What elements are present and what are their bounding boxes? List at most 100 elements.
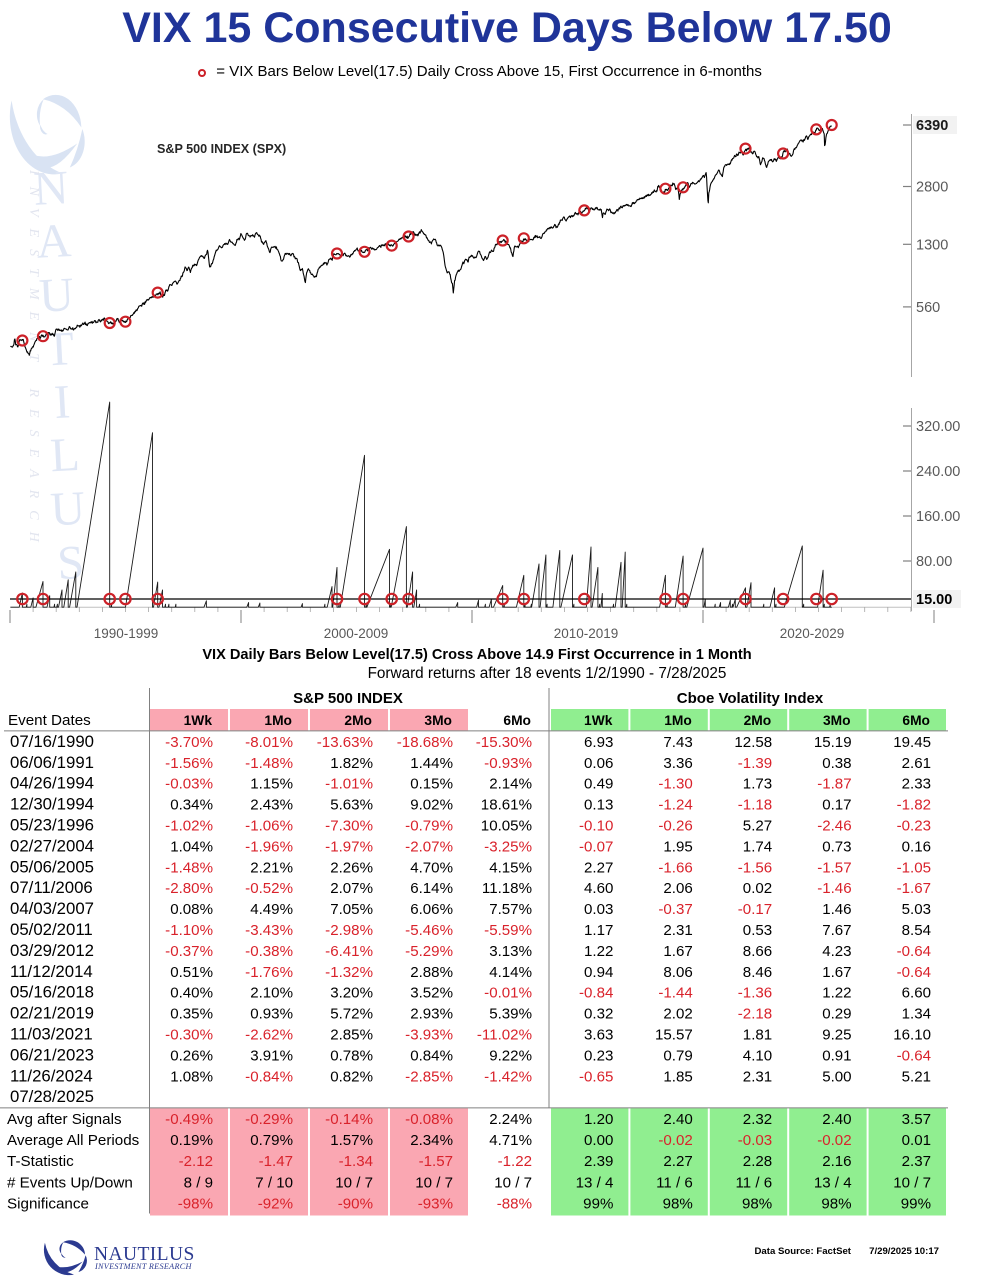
svg-text:-1.10%: -1.10% xyxy=(165,922,213,939)
svg-text:-0.49%: -0.49% xyxy=(165,1111,213,1128)
svg-text:9.25: 9.25 xyxy=(822,1027,851,1044)
svg-text:11/12/2014: 11/12/2014 xyxy=(10,962,93,981)
svg-text:-1.02%: -1.02% xyxy=(165,818,213,835)
svg-text:98%: 98% xyxy=(663,1195,693,1212)
svg-text:2.24%: 2.24% xyxy=(489,1111,532,1128)
svg-text:6.93: 6.93 xyxy=(584,734,613,751)
svg-text:1.34: 1.34 xyxy=(902,1006,931,1023)
svg-text:12/30/1994: 12/30/1994 xyxy=(10,795,94,814)
svg-text:1Wk: 1Wk xyxy=(584,713,613,728)
svg-text:4.71%: 4.71% xyxy=(489,1132,532,1149)
svg-text:05/02/2011: 05/02/2011 xyxy=(10,920,93,939)
svg-text:5.21: 5.21 xyxy=(902,1068,931,1085)
svg-text:0.84%: 0.84% xyxy=(410,1047,453,1064)
svg-text:-1.06%: -1.06% xyxy=(245,818,293,835)
svg-text:11/03/2021: 11/03/2021 xyxy=(10,1025,93,1044)
svg-text:-13.63%: -13.63% xyxy=(317,734,373,751)
svg-text:-2.85%: -2.85% xyxy=(405,1068,453,1085)
svg-text:A: A xyxy=(35,214,73,269)
svg-text:-0.17: -0.17 xyxy=(738,901,772,918)
svg-text:-92%: -92% xyxy=(258,1195,293,1212)
svg-text:560: 560 xyxy=(916,300,940,316)
svg-text:11 / 6: 11 / 6 xyxy=(736,1174,773,1191)
svg-text:1.67: 1.67 xyxy=(663,943,692,960)
svg-text:6Mo: 6Mo xyxy=(503,713,531,728)
svg-text:5.63%: 5.63% xyxy=(330,797,373,814)
svg-text:S&P 500 INDEX (SPX): S&P 500 INDEX (SPX) xyxy=(157,142,286,156)
svg-text:06/21/2023: 06/21/2023 xyxy=(10,1045,94,1064)
svg-text:3.63: 3.63 xyxy=(584,1027,613,1044)
svg-text:0.23: 0.23 xyxy=(584,1047,613,1064)
svg-text:320.00: 320.00 xyxy=(916,419,960,435)
svg-text:4.14%: 4.14% xyxy=(489,964,532,981)
svg-text:3.52%: 3.52% xyxy=(410,985,453,1002)
svg-text:-1.96%: -1.96% xyxy=(245,838,293,855)
svg-text:-1.30: -1.30 xyxy=(658,776,692,793)
svg-text:1990-1999: 1990-1999 xyxy=(94,626,159,641)
svg-text:-0.08%: -0.08% xyxy=(405,1111,453,1128)
svg-text:10 / 7: 10 / 7 xyxy=(335,1174,373,1191)
svg-text:-0.14%: -0.14% xyxy=(325,1111,373,1128)
svg-text:2.28: 2.28 xyxy=(743,1153,772,1170)
svg-text:-93%: -93% xyxy=(418,1195,453,1212)
svg-text:15.00: 15.00 xyxy=(916,592,952,608)
svg-text:0.32: 0.32 xyxy=(584,1006,613,1023)
svg-text:2.14%: 2.14% xyxy=(489,776,532,793)
svg-text:T: T xyxy=(43,322,75,376)
svg-text:3.91%: 3.91% xyxy=(250,1047,293,1064)
svg-text:-1.36: -1.36 xyxy=(738,985,772,1002)
svg-text:1.22: 1.22 xyxy=(822,985,851,1002)
svg-text:0.78%: 0.78% xyxy=(330,1047,373,1064)
svg-text:0.13: 0.13 xyxy=(584,797,613,814)
svg-text:-3.25%: -3.25% xyxy=(484,838,532,855)
svg-text:0.82%: 0.82% xyxy=(330,1068,373,1085)
svg-text:2000-2009: 2000-2009 xyxy=(324,626,389,641)
svg-text:-11.02%: -11.02% xyxy=(477,1027,532,1044)
svg-text:0.00: 0.00 xyxy=(584,1132,613,1149)
svg-text:-1.44: -1.44 xyxy=(658,985,692,1002)
svg-text:S: S xyxy=(56,536,85,590)
svg-text:-0.01%: -0.01% xyxy=(484,985,532,1002)
svg-text:04/26/1994: 04/26/1994 xyxy=(10,774,94,793)
svg-text:-1.42%: -1.42% xyxy=(484,1068,532,1085)
svg-text:1.67: 1.67 xyxy=(822,964,851,981)
svg-text:0.93%: 0.93% xyxy=(250,1006,293,1023)
svg-text:-1.57: -1.57 xyxy=(419,1153,453,1170)
svg-text:-0.29%: -0.29% xyxy=(245,1111,293,1128)
svg-text:15.19: 15.19 xyxy=(814,734,852,751)
svg-text:0.29: 0.29 xyxy=(822,1006,851,1023)
svg-text:-0.26: -0.26 xyxy=(658,818,692,835)
svg-text:4.60: 4.60 xyxy=(584,880,613,897)
svg-text:-88%: -88% xyxy=(497,1195,532,1212)
svg-text:1.57%: 1.57% xyxy=(330,1132,373,1149)
svg-text:-2.80%: -2.80% xyxy=(165,880,213,897)
svg-text:0.26%: 0.26% xyxy=(170,1047,213,1064)
svg-text:0.79%: 0.79% xyxy=(250,1132,293,1149)
svg-text:-0.64: -0.64 xyxy=(897,964,931,981)
svg-text:07/11/2006: 07/11/2006 xyxy=(10,878,93,897)
svg-text:0.34%: 0.34% xyxy=(170,797,213,814)
svg-text:2.31: 2.31 xyxy=(663,922,692,939)
svg-text:-0.10: -0.10 xyxy=(579,818,613,835)
svg-text:-0.84: -0.84 xyxy=(579,985,613,1002)
svg-text:# Events Up/Down: # Events Up/Down xyxy=(7,1174,133,1191)
svg-text:2.26%: 2.26% xyxy=(330,859,373,876)
svg-text:2.43%: 2.43% xyxy=(250,797,293,814)
svg-text:11 / 6: 11 / 6 xyxy=(656,1174,693,1191)
svg-text:7.43: 7.43 xyxy=(663,734,692,751)
svg-text:L: L xyxy=(49,428,81,482)
svg-text:-8.01%: -8.01% xyxy=(245,734,293,751)
svg-text:2.27: 2.27 xyxy=(584,859,613,876)
svg-text:07/16/1990: 07/16/1990 xyxy=(10,732,94,751)
svg-text:7.57%: 7.57% xyxy=(489,901,532,918)
svg-text:-18.68%: -18.68% xyxy=(397,734,453,751)
svg-text:10.05%: 10.05% xyxy=(481,818,532,835)
svg-text:13 / 4: 13 / 4 xyxy=(576,1174,614,1191)
svg-text:0.38: 0.38 xyxy=(822,755,851,772)
svg-text:-1.47: -1.47 xyxy=(259,1153,293,1170)
svg-text:1.82%: 1.82% xyxy=(330,755,373,772)
svg-text:-1.34: -1.34 xyxy=(339,1153,373,1170)
svg-text:5.00: 5.00 xyxy=(822,1068,851,1085)
svg-text:8.46: 8.46 xyxy=(743,964,772,981)
svg-text:-2.12: -2.12 xyxy=(179,1153,213,1170)
